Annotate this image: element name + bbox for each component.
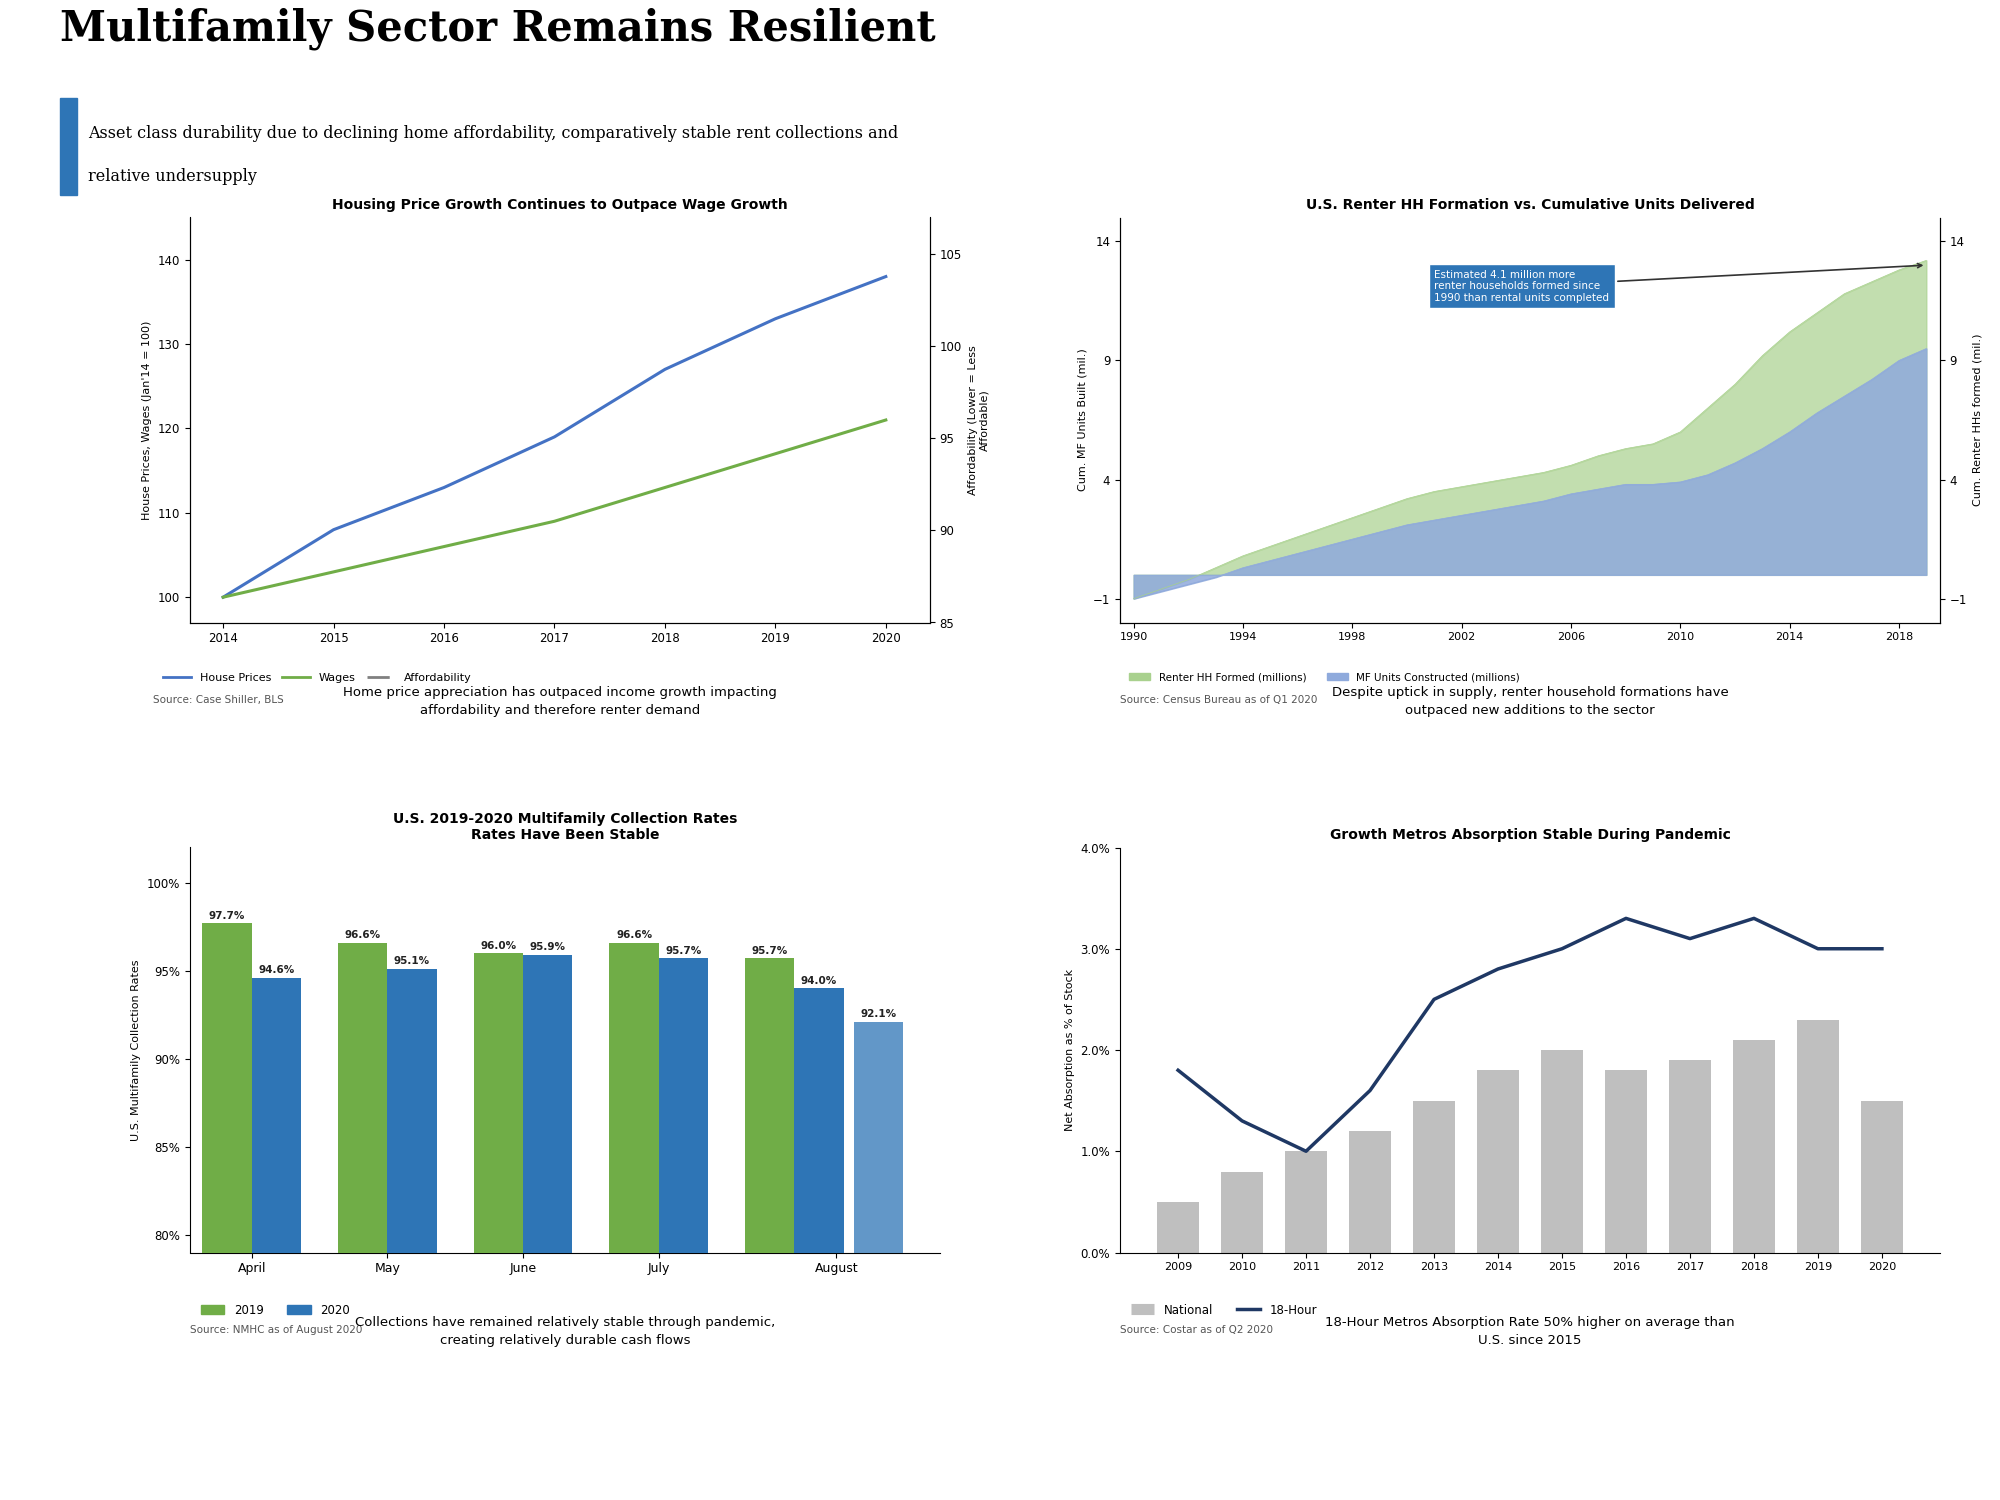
Y-axis label: Cum. Renter HHs formed (mil.): Cum. Renter HHs formed (mil.) [1972,334,1982,507]
Bar [746,958,794,1500]
Text: 94.0%: 94.0% [800,975,838,986]
Text: 97.7%: 97.7% [208,910,246,921]
Y-axis label: House Prices, Wages (Jan'14 = 100): House Prices, Wages (Jan'14 = 100) [142,321,152,519]
Text: 96.6%: 96.6% [616,930,652,940]
Bar [1542,1050,1582,1252]
Text: Source: Case Shiller, BLS: Source: Case Shiller, BLS [152,696,284,705]
Text: 96.6%: 96.6% [344,930,380,940]
Bar [1222,1172,1262,1252]
Text: Asset class durability due to declining home affordability, comparatively stable: Asset class durability due to declining … [88,124,898,142]
Text: 96.0%: 96.0% [480,940,516,951]
Text: 18-Hour Metros Absorption Rate 50% higher on average than
U.S. since 2015: 18-Hour Metros Absorption Rate 50% highe… [1326,1316,1734,1347]
Bar [524,956,572,1500]
Text: Source: NMHC as of August 2020: Source: NMHC as of August 2020 [190,1326,362,1335]
Title: U.S. Renter HH Formation vs. Cumulative Units Delivered: U.S. Renter HH Formation vs. Cumulative … [1306,198,1754,211]
Title: Growth Metros Absorption Stable During Pandemic: Growth Metros Absorption Stable During P… [1330,828,1730,842]
Bar [1606,1071,1646,1252]
Text: Source: Costar as of Q2 2020: Source: Costar as of Q2 2020 [1120,1326,1274,1335]
Bar [474,952,524,1500]
Bar [1350,1131,1390,1252]
Bar [1734,1040,1774,1252]
Bar [1862,1101,1902,1252]
Bar [610,942,658,1500]
Text: 95.7%: 95.7% [752,946,788,956]
Title: U.S. 2019-2020 Multifamily Collection Rates
Rates Have Been Stable: U.S. 2019-2020 Multifamily Collection Ra… [392,812,738,842]
Y-axis label: U.S. Multifamily Collection Rates: U.S. Multifamily Collection Rates [132,960,142,1142]
Title: Housing Price Growth Continues to Outpace Wage Growth: Housing Price Growth Continues to Outpac… [332,198,788,211]
Text: 95.1%: 95.1% [394,957,430,966]
Text: Home price appreciation has outpaced income growth impacting
affordability and t: Home price appreciation has outpaced inc… [344,686,776,717]
Bar [388,969,436,1500]
Bar [1478,1071,1518,1252]
Bar [794,988,844,1500]
Legend: 2019, 2020: 2019, 2020 [196,1299,354,1322]
Y-axis label: Net Absorption as % of Stock: Net Absorption as % of Stock [1064,969,1074,1131]
Bar [338,942,388,1500]
Bar [1670,1060,1710,1252]
Text: •  Ares is responding to investor demand by continuing its focus on the sector, : • Ares is responding to investor demand … [78,1498,1558,1500]
Legend: House Prices, Wages, Affordability: House Prices, Wages, Affordability [158,669,476,687]
Bar [1414,1101,1454,1252]
Y-axis label: Cum. MF Units Built (mil.): Cum. MF Units Built (mil.) [1078,348,1088,492]
Text: Collections have remained relatively stable through pandemic,
creating relativel: Collections have remained relatively sta… [354,1316,776,1347]
Bar [1158,1202,1198,1252]
Text: 92.1%: 92.1% [860,1010,896,1019]
Text: relative undersupply: relative undersupply [88,168,258,184]
Text: 95.9%: 95.9% [530,942,566,952]
Bar [1286,1152,1326,1252]
Text: Source: Census Bureau as of Q1 2020: Source: Census Bureau as of Q1 2020 [1120,696,1318,705]
Text: •  Durability of renter demand and cash flow profile has sustained investor appe: • Durability of renter demand and cash f… [78,1438,1250,1452]
Bar [854,1022,902,1500]
Bar [202,922,252,1500]
Y-axis label: Affordability (Lower = Less
Affordable): Affordability (Lower = Less Affordable) [968,345,990,495]
Text: Multifamily Sector Remains Resilient: Multifamily Sector Remains Resilient [60,8,936,50]
Bar [252,978,302,1500]
Text: Despite uptick in supply, renter household formations have
outpaced new addition: Despite uptick in supply, renter househo… [1332,686,1728,717]
Bar [658,958,708,1500]
Text: 95.7%: 95.7% [666,946,702,956]
Bar [1798,1020,1838,1252]
Bar [60,98,76,195]
Text: 94.6%: 94.6% [258,964,294,975]
Text: Estimated 4.1 million more
renter households formed since
1990 than rental units: Estimated 4.1 million more renter househ… [1434,264,1922,303]
Legend: Renter HH Formed (millions), MF Units Constructed (millions): Renter HH Formed (millions), MF Units Co… [1126,668,1524,687]
Legend: National, 18-Hour: National, 18-Hour [1126,1299,1322,1322]
